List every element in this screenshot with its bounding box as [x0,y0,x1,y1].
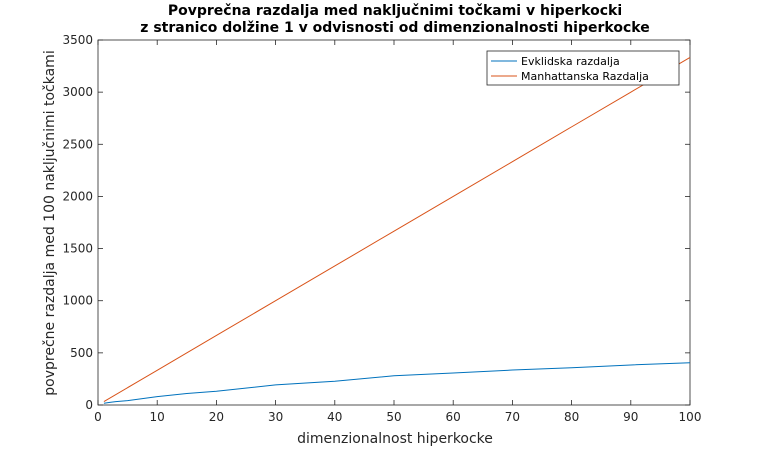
y-tick-label: 3000 [62,85,93,99]
x-tick-label: 40 [327,410,342,424]
y-tick-label: 0 [85,398,93,412]
chart-title: Povprečna razdalja med naključnimi točka… [168,3,622,19]
ticks-layer: 0 10 20 30 40 50 60 70 80 90 100050010001500200025… [62,33,701,424]
x-tick-label: 60 [446,410,461,424]
x-tick-label: 50 [386,410,401,424]
y-tick-label: 2000 [62,189,93,203]
chart-subtitle: z stranico dolžine 1 v odvisnosti od dim… [140,20,649,36]
legend-label-1: Evklidska razdalja [521,55,620,68]
x-tick-label: 30 [268,410,283,424]
x-tick-label: 100 [679,410,702,424]
y-axis-label: povprečne razdalja med 100 naključnimi t… [42,50,58,395]
series-line-1 [103,362,691,404]
legend-box [486,50,680,86]
y-tick-label: 1000 [62,294,93,308]
axes-box [97,39,691,406]
series-layer [103,56,691,404]
x-tick-label: 90 [623,410,638,424]
x-tick-label: 80 [564,410,579,424]
x-axis-label: dimenzionalnost hiperkocke [297,431,493,447]
y-tick-label: 1500 [62,242,93,256]
y-tick-label: 3500 [62,33,93,47]
plot-area [97,39,691,406]
y-tick-label: 2500 [62,137,93,151]
series-line-2 [103,56,691,402]
x-tick-label: 10 [150,410,165,424]
x-tick-label: 0 [94,410,102,424]
legend: Evklidska razdalja Manhattanska Razdalja [486,50,680,86]
x-tick-label: 20 [209,410,224,424]
legend-label-2: Manhattanska Razdalja [521,70,649,83]
x-tick-label: 70 [505,410,520,424]
y-tick-label: 500 [70,346,93,360]
